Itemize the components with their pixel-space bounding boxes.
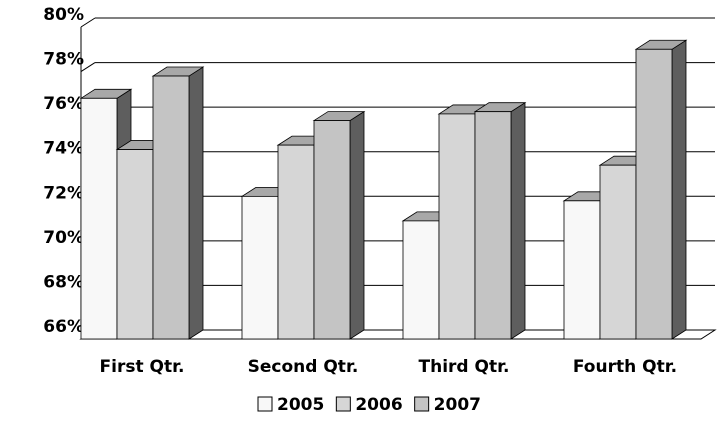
y-tick-label: 74% bbox=[43, 139, 84, 159]
x-tick-label: Fourth Qtr. bbox=[573, 357, 677, 377]
bar-side bbox=[188, 66, 204, 340]
bar-front bbox=[241, 195, 279, 340]
bar-front bbox=[599, 164, 637, 340]
bar-front bbox=[116, 149, 154, 340]
y-tick-label: 66% bbox=[43, 317, 84, 337]
y-tick-label: 68% bbox=[43, 272, 84, 292]
y-tick-label: 80% bbox=[43, 5, 84, 25]
bar-front bbox=[80, 97, 118, 340]
y-tick-label: 76% bbox=[43, 94, 84, 114]
x-tick-label: First Qtr. bbox=[100, 357, 185, 377]
bar-front bbox=[438, 113, 476, 340]
bar bbox=[473, 101, 527, 340]
legend-swatch bbox=[414, 396, 430, 412]
bar-front bbox=[277, 144, 315, 340]
legend-swatch bbox=[257, 396, 273, 412]
x-tick-label: Third Qtr. bbox=[419, 357, 510, 377]
legend-swatch bbox=[335, 396, 351, 412]
bar bbox=[151, 66, 205, 340]
legend-label: 2005 bbox=[277, 395, 324, 415]
bar-front bbox=[152, 75, 190, 340]
bar-front bbox=[402, 220, 440, 340]
bar bbox=[634, 39, 688, 340]
bar-front bbox=[313, 120, 351, 340]
bar-side bbox=[510, 101, 526, 340]
grid-line bbox=[80, 17, 96, 28]
legend: 2005 2006 2007 bbox=[257, 395, 481, 415]
bar-front bbox=[635, 48, 673, 340]
bar-front bbox=[474, 111, 512, 340]
grid-line bbox=[80, 62, 96, 72]
y-tick-label: 78% bbox=[43, 50, 84, 70]
bar-front bbox=[563, 200, 601, 340]
y-tick-label: 72% bbox=[43, 183, 84, 203]
x-tick-label: Second Qtr. bbox=[248, 357, 359, 377]
legend-label: 2007 bbox=[434, 395, 481, 415]
bar-side bbox=[349, 110, 365, 340]
bar-side bbox=[671, 39, 687, 340]
legend-label: 2006 bbox=[355, 395, 402, 415]
bar bbox=[312, 110, 366, 340]
y-tick-label: 70% bbox=[43, 228, 84, 248]
